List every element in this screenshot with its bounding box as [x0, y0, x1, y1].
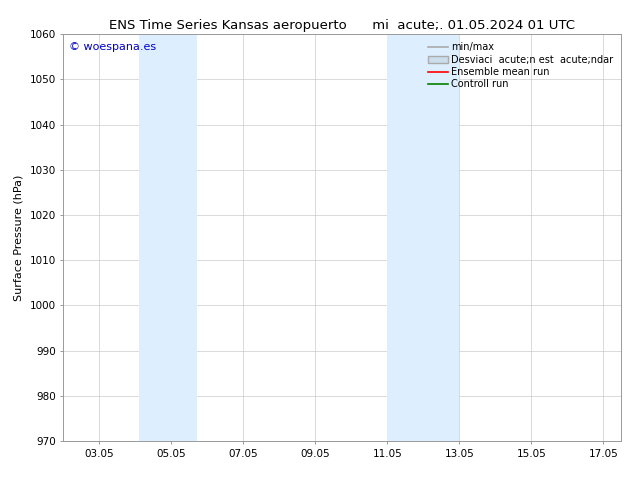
- Bar: [139, 34, 197, 441]
- Title: ENS Time Series Kansas aeropuerto      mi  acute;. 01.05.2024 01 UTC: ENS Time Series Kansas aeropuerto mi acu…: [109, 19, 576, 32]
- Y-axis label: Surface Pressure (hPa): Surface Pressure (hPa): [14, 174, 24, 301]
- Legend: min/max, Desviaci  acute;n est  acute;ndar, Ensemble mean run, Controll run: min/max, Desviaci acute;n est acute;ndar…: [425, 39, 616, 92]
- Bar: [387, 34, 460, 441]
- Text: © woespana.es: © woespana.es: [69, 43, 156, 52]
